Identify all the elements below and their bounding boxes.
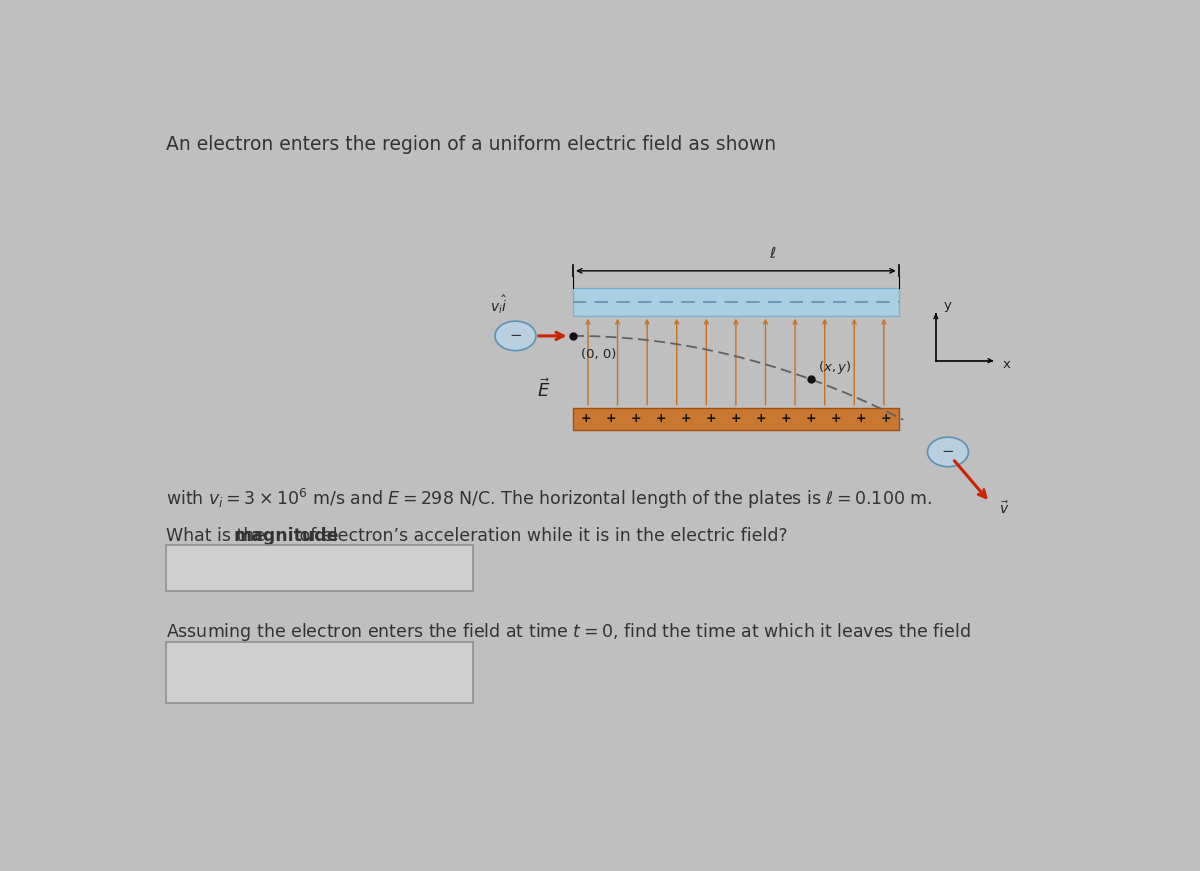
Text: with $v_i = 3 \times 10^6$ m/s and $E = 298$ N/C. The horizontal length of the p: with $v_i = 3 \times 10^6$ m/s and $E = … xyxy=(166,487,932,511)
Text: $\ell$: $\ell$ xyxy=(769,246,776,261)
Text: +: + xyxy=(680,412,691,425)
Text: +: + xyxy=(581,412,590,425)
Circle shape xyxy=(496,321,536,351)
Text: +: + xyxy=(731,412,742,425)
Bar xyxy=(574,287,899,316)
Text: +: + xyxy=(781,412,791,425)
Bar xyxy=(574,408,899,429)
Text: +: + xyxy=(856,412,866,425)
Text: +: + xyxy=(655,412,666,425)
Text: +: + xyxy=(830,412,841,425)
Text: +: + xyxy=(805,412,816,425)
Text: magnitude: magnitude xyxy=(234,527,340,545)
Text: Assuming the electron enters the field at time $t = 0$, find the time at which i: Assuming the electron enters the field a… xyxy=(166,621,971,643)
Text: +: + xyxy=(881,412,892,425)
Text: $(x, y)$: $(x, y)$ xyxy=(818,359,852,376)
Bar xyxy=(166,643,473,703)
Text: $v_i\hat{i}$: $v_i\hat{i}$ xyxy=(490,294,508,316)
Bar xyxy=(166,545,473,591)
Text: +: + xyxy=(756,412,767,425)
Text: What is the: What is the xyxy=(166,527,270,545)
Text: of electron’s acceleration while it is in the electric field?: of electron’s acceleration while it is i… xyxy=(294,527,787,545)
Text: An electron enters the region of a uniform electric field as shown: An electron enters the region of a unifo… xyxy=(166,135,776,153)
Text: x: x xyxy=(1003,358,1010,370)
Circle shape xyxy=(928,437,968,467)
Text: $\vec{v}$: $\vec{v}$ xyxy=(998,501,1009,517)
Text: y: y xyxy=(943,300,952,312)
Text: +: + xyxy=(706,412,716,425)
Text: −: − xyxy=(509,328,522,343)
Text: $\vec{E}$: $\vec{E}$ xyxy=(536,378,550,401)
Text: (0, 0): (0, 0) xyxy=(581,348,616,361)
Text: −: − xyxy=(942,444,954,459)
Text: +: + xyxy=(605,412,616,425)
Text: +: + xyxy=(630,412,641,425)
